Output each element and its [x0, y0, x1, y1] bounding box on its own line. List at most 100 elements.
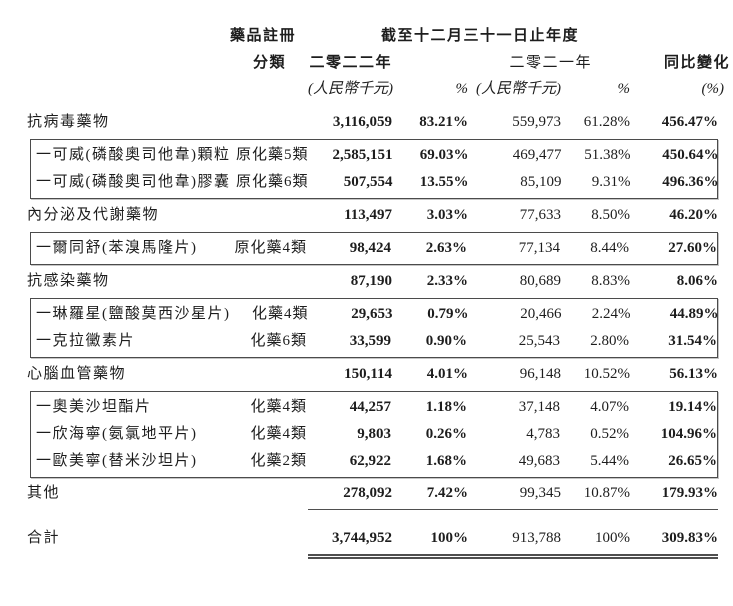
value-2021: 77,633: [519, 207, 561, 223]
pct-2021: 100%: [561, 526, 630, 559]
drug-item-label: 一爾同舒(苯溴馬隆片): [36, 240, 198, 256]
registration-class: [230, 202, 308, 229]
registration-class: [230, 361, 308, 388]
yoy-change: 496.36%: [662, 174, 719, 190]
pct-2022: 1.68%: [425, 453, 467, 469]
value-2021: 85,109: [520, 174, 562, 190]
pct-2021: 10.87%: [561, 481, 630, 510]
registration-class: [230, 109, 308, 136]
value-2022: 98,424: [349, 240, 391, 256]
yoy-change: 27.60%: [668, 240, 717, 256]
yoy-change: 8.06%: [676, 273, 718, 289]
pct-2022: 0.90%: [425, 333, 467, 349]
header-spacer: [392, 48, 468, 79]
yoy-change: 104.96%: [660, 426, 717, 442]
value-2022: 113,497: [344, 207, 392, 223]
pct-2022: 100%: [392, 526, 468, 559]
row-cardio-cerebrovascular: 心腦血管藥物 150,114 4.01% 96,148 10.52% 56.13…: [27, 361, 718, 388]
drug-item-label: 一克拉黴素片: [36, 333, 136, 349]
pct-2022: 7.42%: [392, 481, 468, 510]
group-box-endocrine-items: 一爾同舒(苯溴馬隆片) 原化藥4類 98,424 2.63% 77,134 8.…: [30, 232, 718, 265]
header-registration-line2: 分類: [252, 55, 286, 71]
pct-2021: 0.52%: [590, 426, 629, 442]
yoy-change: 179.93%: [630, 481, 718, 510]
pct-2022: 2.63%: [425, 240, 467, 256]
drug-item-label: 一欣海寧(氨氯地平片): [36, 426, 198, 442]
value-2022: 33,599: [349, 333, 391, 349]
table-header-row-3: (人民幣千元) % (人民幣千元) % (%): [27, 79, 724, 99]
row-endocrine-metabolic: 內分泌及代謝藥物 113,497 3.03% 77,633 8.50% 46.2…: [27, 202, 718, 229]
drug-category-label: 內分泌及代謝藥物: [27, 207, 160, 223]
row-oumeining: 一歐美寧(替米沙坦片) 化藥2類 62,922 1.68% 49,683 5.4…: [31, 448, 717, 475]
row-kewei-capsules: 一可威(磷酸奧司他韋)膠囊 原化藥6類 507,554 13.55% 85,10…: [31, 169, 719, 196]
value-2022: 87,190: [350, 273, 392, 289]
row-ertongshu: 一爾同舒(苯溴馬隆片) 原化藥4類 98,424 2.63% 77,134 8.…: [31, 235, 717, 262]
header-spacer: [27, 48, 230, 79]
value-2022: 29,653: [351, 306, 393, 322]
pct-2021: 10.52%: [583, 366, 630, 382]
pct-2022: 0.79%: [427, 306, 469, 322]
yoy-change: 19.14%: [668, 399, 717, 415]
yoy-change: 44.89%: [669, 306, 719, 322]
total-label: 合計: [27, 530, 61, 546]
pct-2021: 2.24%: [591, 306, 631, 322]
value-2021: 80,689: [519, 273, 561, 289]
yoy-change: 26.65%: [668, 453, 717, 469]
pct-2021: 5.44%: [590, 453, 629, 469]
pct-2022: 0.26%: [425, 426, 467, 442]
pct-2021: 51.38%: [584, 147, 631, 163]
pct-2022: 69.03%: [419, 147, 469, 163]
value-2021: 96,148: [519, 366, 561, 382]
header-yoy-unit: (%): [701, 81, 725, 97]
registration-class: 化藥2類: [250, 453, 307, 469]
pct-2021: 61.28%: [583, 114, 630, 130]
header-spacer: [27, 24, 230, 48]
value-2021: 77,134: [518, 240, 560, 256]
header-unit-2021: (人民幣千元): [476, 81, 561, 97]
value-2022: 2,585,151: [332, 147, 393, 163]
yoy-change: 31.54%: [668, 333, 717, 349]
header-spacer: [230, 79, 308, 99]
pct-2022: 2.33%: [426, 273, 468, 289]
registration-class: 化藥4類: [250, 399, 307, 415]
drug-item-label: 一可威(磷酸奧司他韋)膠囊: [36, 174, 231, 190]
header-pct-2021: %: [617, 81, 631, 97]
header-year-2022: 二零二二年: [309, 55, 392, 71]
pct-2021: 2.80%: [590, 333, 629, 349]
value-2022: 9,803: [357, 426, 391, 442]
row-olmesartan: 一奧美沙坦酯片 化藥4類 44,257 1.18% 37,148 4.07% 1…: [31, 394, 717, 421]
drug-category-label: 心腦血管藥物: [27, 366, 127, 382]
row-xinhaining: 一欣海寧(氨氯地平片) 化藥4類 9,803 0.26% 4,783 0.52%…: [31, 421, 717, 448]
header-spacer: [27, 79, 230, 99]
header-yoy-label: 同比變化: [663, 55, 730, 71]
registration-class: 原化藥5類: [235, 147, 309, 163]
header-pct-2022: %: [455, 81, 469, 97]
group-box-antiviral-items: 一可威(磷酸奧司他韋)顆粒 原化藥5類 2,585,151 69.03% 469…: [30, 139, 719, 199]
row-clarithromycin: 一克拉黴素片 化藥6類 33,599 0.90% 25,543 2.80% 31…: [31, 328, 717, 355]
value-2021: 99,345: [468, 481, 561, 510]
value-2021: 49,683: [518, 453, 560, 469]
registration-class: [230, 526, 308, 559]
header-registration-line1: 藥品註冊: [230, 28, 297, 44]
pct-2022: 83.21%: [419, 114, 468, 130]
registration-class: 化藥6類: [250, 333, 307, 349]
value-2021: 913,788: [468, 526, 561, 559]
registration-class: 化藥4類: [250, 426, 307, 442]
yoy-change: 56.13%: [669, 366, 718, 382]
drug-sales-table: 藥品註冊 截至十二月三十一日止年度 分類 二零二二年 二零二一年 同比變化 (人…: [27, 24, 729, 559]
value-2021: 4,783: [526, 426, 560, 442]
group-box-cardio-items: 一奧美沙坦酯片 化藥4類 44,257 1.18% 37,148 4.07% 1…: [30, 391, 718, 478]
value-2021: 25,543: [518, 333, 560, 349]
registration-class: [230, 481, 308, 510]
pct-2021: 9.31%: [591, 174, 631, 190]
value-2022: 278,092: [308, 481, 392, 510]
value-2022: 62,922: [349, 453, 391, 469]
pct-2022: 4.01%: [426, 366, 468, 382]
drug-item-label: 一琳羅星(鹽酸莫西沙星片): [36, 306, 231, 322]
drug-category-label: 抗感染藥物: [27, 273, 110, 289]
pct-2021: 4.07%: [590, 399, 629, 415]
registration-class: 化藥4類: [251, 306, 309, 322]
row-antiviral: 抗病毒藥物 3,116,059 83.21% 559,973 61.28% 45…: [27, 109, 718, 136]
drug-item-label: 一奧美沙坦酯片: [36, 399, 152, 415]
